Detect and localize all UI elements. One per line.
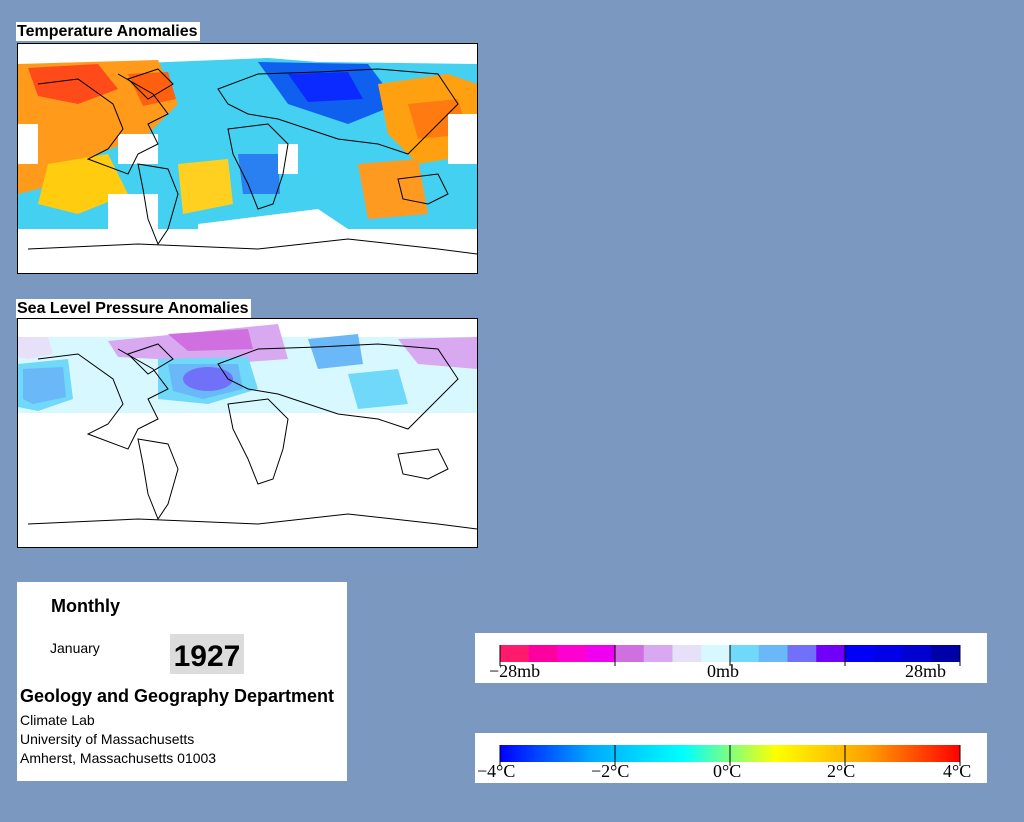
year-label: 1927 xyxy=(170,634,244,674)
pressure-legend-swatch xyxy=(816,645,846,662)
temperature-label-zero: 0°C xyxy=(713,761,742,781)
pressure-legend-swatch xyxy=(787,645,817,662)
pressure-legend-swatch xyxy=(873,645,903,662)
temperature-map-graphic xyxy=(18,44,477,273)
temperature-color-bar xyxy=(499,745,961,766)
pressure-legend-swatch xyxy=(528,645,558,662)
address-line: Amherst, Massachusetts 01003 xyxy=(20,750,217,766)
university-name: University of Massachusetts xyxy=(20,731,195,747)
pressure-legend-swatch xyxy=(500,645,530,662)
pressure-legend-swatch xyxy=(701,645,731,662)
temperature-legend: −4°C −2°C 0°C 2°C 4°C xyxy=(475,733,987,783)
pressure-legend-swatch xyxy=(931,645,961,662)
pressure-map-title: Sea Level Pressure Anomalies xyxy=(16,299,251,318)
pressure-legend-swatch xyxy=(758,645,788,662)
pressure-label-min: −28mb xyxy=(489,661,541,681)
pressure-label-max: 28mb xyxy=(905,661,947,681)
month-label: January xyxy=(50,640,100,656)
pressure-label-zero: 0mb xyxy=(707,661,740,681)
temperature-label-plus2: 2°C xyxy=(827,761,856,781)
pressure-anomaly-map xyxy=(17,318,478,548)
temperature-map-title: Temperature Anomalies xyxy=(16,22,200,41)
pressure-map-graphic xyxy=(18,319,477,547)
pressure-legend-swatch xyxy=(615,645,645,662)
pressure-legend: −28mb 0mb 28mb xyxy=(475,633,987,683)
pressure-legend-swatch xyxy=(902,645,932,662)
pressure-legend-swatch xyxy=(730,645,760,662)
pressure-legend-swatch xyxy=(586,645,616,662)
pressure-legend-swatch xyxy=(672,645,702,662)
pressure-color-bar xyxy=(499,645,961,666)
temperature-label-plus4: 4°C xyxy=(943,761,972,781)
pressure-legend-swatch xyxy=(845,645,875,662)
pressure-legend-swatch xyxy=(557,645,587,662)
pressure-legend-swatch xyxy=(643,645,673,662)
lab-name: Climate Lab xyxy=(20,712,95,728)
temperature-label-minus4: −4°C xyxy=(477,761,516,781)
department-name: Geology and Geography Department xyxy=(20,686,335,706)
temperature-anomaly-map xyxy=(17,43,478,274)
info-box: Monthly January 1927 Geology and Geograp… xyxy=(17,582,347,781)
temperature-label-minus2: −2°C xyxy=(591,761,630,781)
period-label: Monthly xyxy=(51,596,120,616)
